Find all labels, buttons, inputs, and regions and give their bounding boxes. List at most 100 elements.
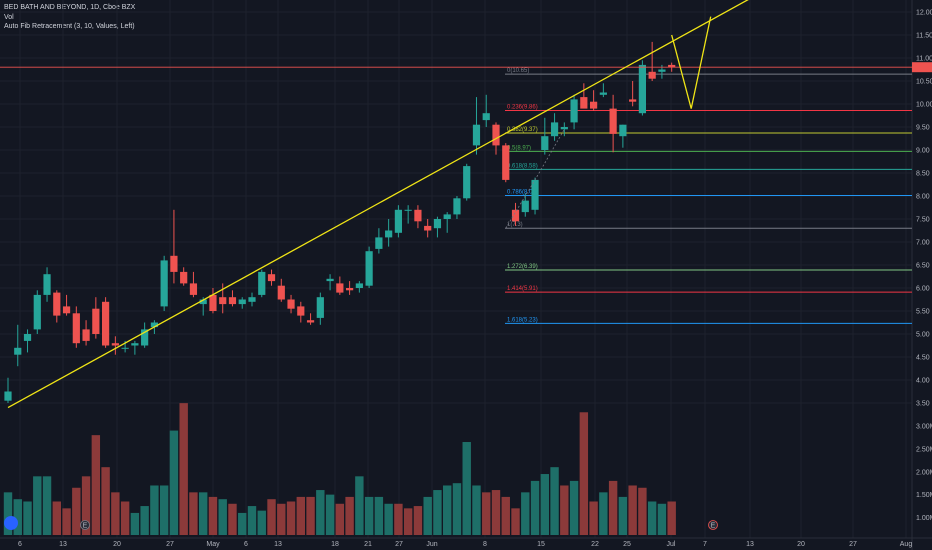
volume-bar bbox=[647, 501, 657, 535]
candle-body bbox=[336, 283, 344, 293]
candle-body bbox=[648, 71, 656, 79]
time-tick-label: 13 bbox=[746, 541, 754, 548]
volume-bar bbox=[91, 435, 101, 535]
price-tick-label: 10.00 bbox=[916, 102, 932, 109]
candle-body bbox=[92, 308, 100, 334]
candle-body bbox=[414, 209, 422, 222]
candle-body bbox=[111, 343, 119, 346]
candle-body bbox=[297, 306, 305, 316]
time-tick-label: 7 bbox=[703, 541, 707, 548]
candle-body bbox=[62, 306, 71, 314]
earnings-marker-1[interactable]: E bbox=[80, 520, 90, 530]
volume-bar bbox=[667, 501, 676, 535]
candle-body bbox=[521, 200, 529, 213]
volume-bar bbox=[238, 512, 247, 535]
volume-bar bbox=[101, 467, 110, 535]
indicator-label[interactable]: Auto Fib Retracement (3, 10, Values, Lef… bbox=[4, 23, 135, 30]
volume-bar bbox=[413, 506, 423, 535]
candle-body bbox=[599, 92, 607, 95]
candle-body bbox=[43, 274, 51, 295]
projection-path bbox=[671, 16, 712, 109]
tradingview-logo-icon[interactable] bbox=[4, 516, 18, 530]
candle-body bbox=[131, 343, 139, 346]
volume-bar bbox=[452, 483, 462, 535]
time-tick-label: 20 bbox=[113, 541, 121, 548]
fib-level-label: 0.786(8.01) bbox=[507, 190, 538, 196]
volume-bar bbox=[208, 496, 218, 535]
candle-body bbox=[463, 166, 471, 199]
candle-body bbox=[277, 285, 285, 300]
candle-body bbox=[238, 299, 246, 305]
volume-bar bbox=[111, 492, 120, 535]
candle-body bbox=[326, 278, 334, 282]
volume-bar bbox=[199, 492, 208, 535]
volume-bar bbox=[579, 412, 589, 535]
candle-body bbox=[560, 127, 568, 130]
price-tick-label: 5.00 bbox=[916, 332, 930, 339]
volume-tick-label: 3.00M bbox=[916, 424, 932, 431]
price-tick-label: 4.50 bbox=[916, 355, 930, 362]
fib-level-label: 0(10.65) bbox=[507, 68, 529, 74]
volume-bar bbox=[521, 492, 530, 535]
volume-bar bbox=[433, 490, 442, 535]
candle-body bbox=[541, 136, 549, 150]
candle-body bbox=[14, 347, 22, 355]
candle-body bbox=[72, 313, 80, 344]
time-tick-label: 25 bbox=[623, 541, 631, 548]
volume-bar bbox=[550, 467, 559, 535]
volume-bar bbox=[540, 474, 549, 535]
price-tick-label: 8.50 bbox=[916, 171, 930, 178]
earnings-marker-2[interactable]: E bbox=[708, 520, 718, 530]
time-tick-label: Jun bbox=[426, 541, 437, 548]
candle-body bbox=[590, 101, 598, 109]
time-tick-label: May bbox=[206, 541, 220, 548]
candle-body bbox=[375, 237, 383, 249]
price-tick-label: 9.00 bbox=[916, 148, 930, 155]
price-tick-label: 7.50 bbox=[916, 217, 930, 224]
volume-bar bbox=[277, 503, 286, 535]
volume-bar bbox=[403, 508, 413, 535]
candle-body bbox=[453, 198, 461, 215]
volume-bar bbox=[657, 503, 667, 535]
time-tick-label: 15 bbox=[537, 541, 545, 548]
candle-body bbox=[346, 288, 354, 291]
earnings-marker-2-text: E bbox=[711, 523, 716, 530]
volume-bar bbox=[130, 512, 140, 535]
volume-bar bbox=[228, 503, 237, 535]
candle-body bbox=[287, 299, 295, 309]
volume-bar bbox=[247, 506, 257, 535]
time-tick-label: 20 bbox=[797, 541, 805, 548]
volume-bar bbox=[608, 480, 618, 535]
volume-tick-label: 2.00M bbox=[916, 469, 932, 476]
price-tick-label: 8.00 bbox=[916, 194, 930, 201]
volume-bar bbox=[423, 496, 432, 535]
volume-bar bbox=[462, 442, 471, 535]
volume-bar bbox=[42, 476, 52, 535]
fib-level-label: 0.236(9.86) bbox=[507, 104, 538, 110]
candle-body bbox=[53, 292, 61, 316]
volume-bar bbox=[491, 490, 501, 535]
candle-body bbox=[33, 294, 41, 330]
fib-level-label: 1.414(5.91) bbox=[507, 286, 538, 292]
candle-body bbox=[531, 179, 539, 210]
candle-body bbox=[170, 255, 178, 272]
volume-axis: 3.00M 2.50M 2.00M 1.50M 1.00M bbox=[916, 424, 932, 523]
candle-body bbox=[121, 347, 129, 349]
candle-body bbox=[385, 230, 393, 238]
candle-body bbox=[550, 122, 559, 137]
volume-bar bbox=[257, 510, 266, 535]
time-tick-label: 21 bbox=[364, 541, 372, 548]
fib-connector-line bbox=[505, 129, 565, 229]
volume-bar bbox=[355, 476, 364, 535]
candle-body bbox=[404, 209, 412, 211]
fib-level-label: 0.382(9.37) bbox=[507, 127, 538, 133]
candle-body bbox=[141, 329, 149, 346]
time-tick-label: Jul bbox=[667, 541, 676, 548]
volume-bars bbox=[3, 403, 676, 535]
candle-body bbox=[619, 124, 627, 137]
volume-bar bbox=[296, 496, 305, 535]
price-tick-label: 6.00 bbox=[916, 286, 930, 293]
volume-bar bbox=[13, 499, 22, 535]
candle-body bbox=[570, 99, 578, 123]
